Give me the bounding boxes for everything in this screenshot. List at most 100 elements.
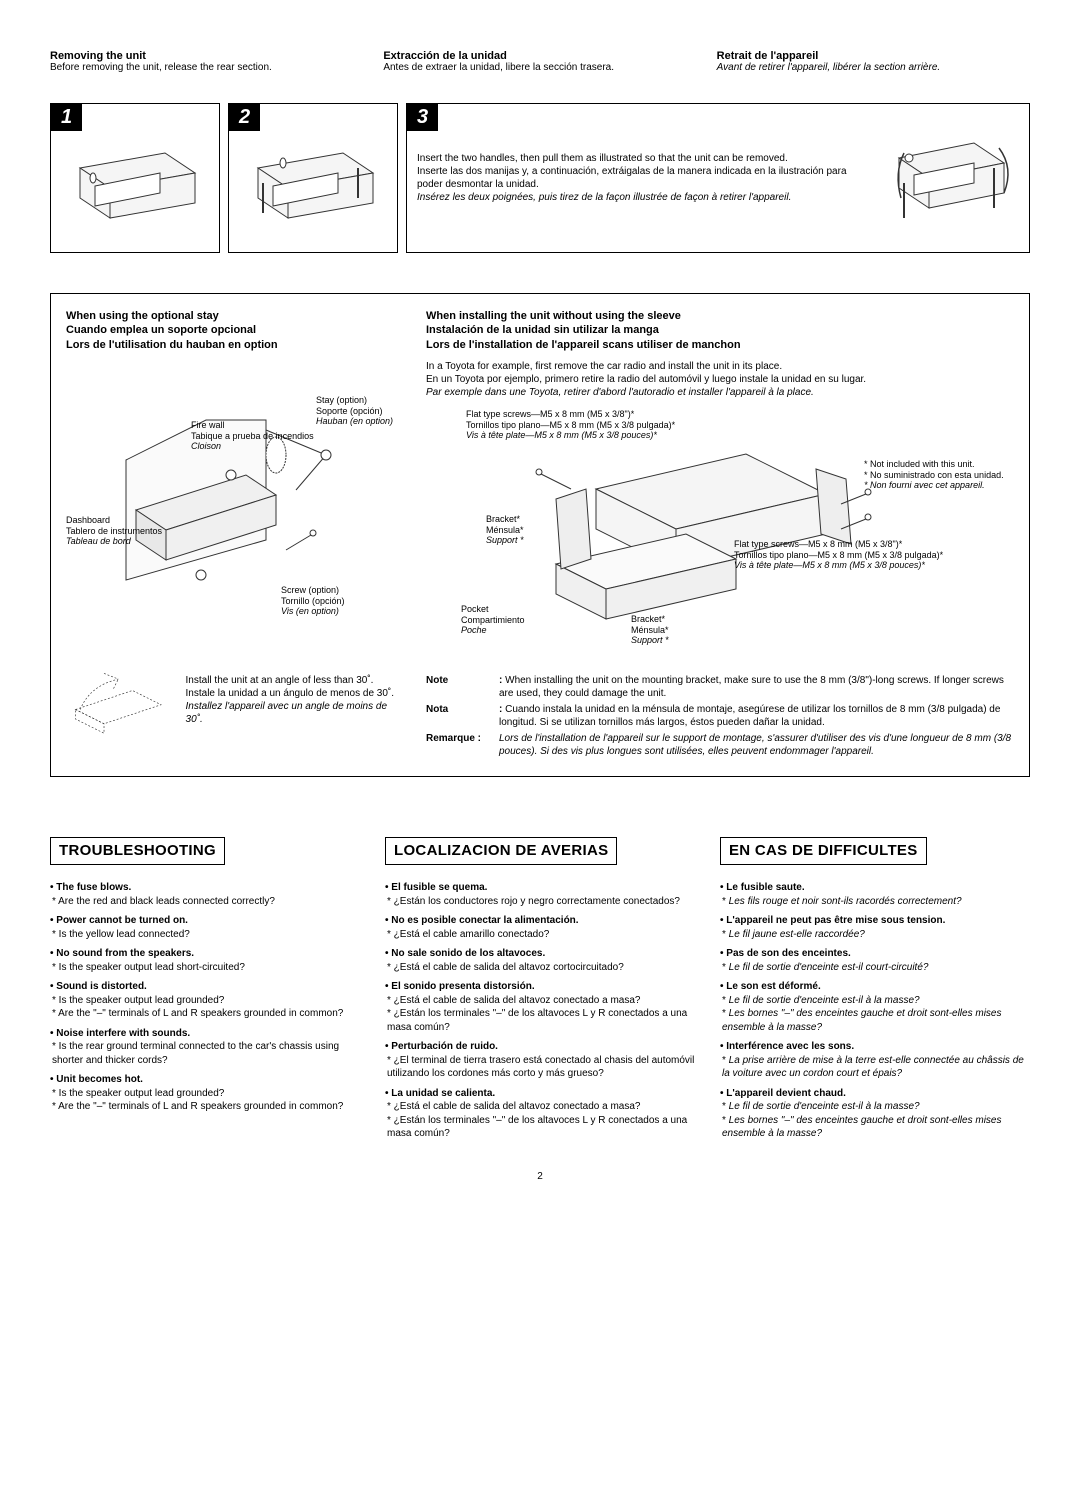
trouble-answer: Is the speaker output lead grounded? xyxy=(50,1087,360,1101)
step-2-num: 2 xyxy=(229,104,260,131)
flat-es1: Tornillos tipo plano—M5 x 8 mm (M5 x 3/8… xyxy=(466,420,675,430)
pocket-callout: Pocket Compartimiento Poche xyxy=(461,604,525,636)
trouble-answer: Le fil de sortie d'enceinte est-il à la … xyxy=(720,1100,1030,1114)
note-en: When installing the unit on the mounting… xyxy=(499,675,1004,699)
trouble-question: Perturbación de ruido. xyxy=(385,1040,695,1054)
angle-es: Instale la unidad a un ángulo de menos d… xyxy=(186,688,395,699)
ir-sub-es: En un Toyota por ejemplo, primero retire… xyxy=(426,374,866,385)
trouble-fr: EN CAS DE DIFFICULTES Le fusible saute.L… xyxy=(720,837,1030,1141)
ir-sub-en: In a Toyota for example, first remove th… xyxy=(426,361,782,372)
screw-fr: Vis (en option) xyxy=(281,606,339,616)
trouble-answer: Is the rear ground terminal connected to… xyxy=(50,1040,360,1067)
trouble-fr-list: Le fusible saute.Les fils rouge et noir … xyxy=(720,881,1030,1141)
trouble-answer: Are the "–" terminals of L and R speaker… xyxy=(50,1100,360,1114)
trouble-es-list: El fusible se quema.¿Están los conductor… xyxy=(385,881,695,1141)
flat-en1: Flat type screws—M5 x 8 mm (M5 x 3/8")* xyxy=(466,409,634,419)
trouble-question: Le son est déformé. xyxy=(720,980,1030,994)
trouble-question: No sound from the speakers. xyxy=(50,947,360,961)
trouble-es-title: LOCALIZACION DE AVERIAS xyxy=(385,837,617,865)
ir-t-fr: Lors de l'installation de l'appareil sca… xyxy=(426,338,1014,352)
trouble-es: LOCALIZACION DE AVERIAS El fusible se qu… xyxy=(385,837,695,1141)
header-es-title: Extracción de la unidad xyxy=(383,50,696,62)
note-en-text: : When installing the unit on the mounti… xyxy=(499,674,1014,700)
trouble-answer: Is the speaker output lead short-circuit… xyxy=(50,961,360,975)
trouble-answer: ¿Está el cable de salida del altavoz con… xyxy=(385,1100,695,1114)
header-en-sub: Before removing the unit, release the re… xyxy=(50,62,272,73)
trouble-question: Noise interfere with sounds. xyxy=(50,1027,360,1041)
trouble-answer: Les bornes "–" des enceintes gauche et d… xyxy=(720,1114,1030,1141)
screw-es: Tornillo (opción) xyxy=(281,596,345,606)
step-1-illustration xyxy=(65,128,205,228)
trouble-answer: Is the yellow lead connected? xyxy=(50,928,360,942)
step-3-illustration xyxy=(889,123,1019,233)
trouble-answer: Are the red and black leads connected co… xyxy=(50,895,360,909)
screw-callout: Screw (option) Tornillo (opción) Vis (en… xyxy=(281,585,345,617)
trouble-answer: La prise arrière de mise à la terre est-… xyxy=(720,1054,1030,1081)
trouble-question: Sound is distorted. xyxy=(50,980,360,994)
note-fr-text: Lors de l'installation de l'appareil sur… xyxy=(499,732,1014,758)
note-es-text: : Cuando instala la unidad en la ménsula… xyxy=(499,703,1014,729)
ir-t-en: When installing the unit without using t… xyxy=(426,309,1014,323)
troubleshooting-row: TROUBLESHOOTING The fuse blows.Are the r… xyxy=(50,837,1030,1141)
header-fr-sub: Avant de retirer l'appareil, libérer la … xyxy=(717,62,941,73)
trouble-question: No sale sonido de los altavoces. xyxy=(385,947,695,961)
flat-en2: Flat type screws—M5 x 8 mm (M5 x 3/8")* xyxy=(734,539,902,549)
nota-es-row: Nota : Cuando instala la unidad en la mé… xyxy=(426,703,1014,729)
remarque-lbl: Remarque : xyxy=(426,732,491,758)
install-left-title: When using the optional stay Cuando empl… xyxy=(66,309,396,352)
trouble-question: Power cannot be turned on. xyxy=(50,914,360,928)
step-3-num: 3 xyxy=(407,104,438,131)
trouble-en: TROUBLESHOOTING The fuse blows.Are the r… xyxy=(50,837,360,1141)
angle-text: Install the unit at an angle of less tha… xyxy=(186,674,396,726)
bracket-left-callout: Bracket* Ménsula* Support * xyxy=(486,514,524,546)
fire-en: Fire wall xyxy=(191,420,225,430)
install-box: When using the optional stay Cuando empl… xyxy=(50,293,1030,777)
trouble-question: No es posible conectar la alimentación. xyxy=(385,914,695,928)
header-en: Removing the unit Before removing the un… xyxy=(50,50,363,73)
flat-fr1: Vis à tête plate—M5 x 8 mm (M5 x 3/8 pou… xyxy=(466,430,657,440)
trouble-question: Le fusible saute. xyxy=(720,881,1030,895)
trouble-question: El fusible se quema. xyxy=(385,881,695,895)
page-number: 2 xyxy=(50,1171,1030,1182)
br-fr1: Support * xyxy=(486,535,524,545)
bracket-right-callout: Bracket* Ménsula* Support * xyxy=(631,614,669,646)
install-right-title: When installing the unit without using t… xyxy=(426,309,1014,352)
nota-lbl: Nota xyxy=(426,703,491,729)
trouble-question: Pas de son des enceintes. xyxy=(720,947,1030,961)
trouble-answer: ¿Está el cable de salida del altavoz con… xyxy=(385,994,695,1008)
trouble-question: La unidad se calienta. xyxy=(385,1087,695,1101)
header-fr: Retrait de l'appareil Avant de retirer l… xyxy=(717,50,1030,73)
header-es: Extracción de la unidad Antes de extraer… xyxy=(383,50,696,73)
trouble-en-list: The fuse blows.Are the red and black lea… xyxy=(50,881,360,1114)
br-es1: Ménsula* xyxy=(486,525,524,535)
trouble-question: L'appareil ne peut pas être mise sous te… xyxy=(720,914,1030,928)
firewall-callout: Fire wall Tabique a prueba de incendios … xyxy=(191,420,314,452)
trouble-answer: Le fil de sortie d'enceinte est-il court… xyxy=(720,961,1030,975)
br-en1: Bracket* xyxy=(486,514,520,524)
br-fr2: Support * xyxy=(631,635,669,645)
il-t-en: When using the optional stay xyxy=(66,309,396,323)
not-included-callout: * Not included with this unit. * No sumi… xyxy=(864,459,1014,491)
trouble-answer: ¿Está el cable de salida del altavoz cor… xyxy=(385,961,695,975)
trouble-answer: ¿El terminal de tierra trasero está cone… xyxy=(385,1054,695,1081)
step-1-num: 1 xyxy=(51,104,82,131)
not-fr: * Non fourni avec cet appareil. xyxy=(864,480,985,490)
trouble-en-title: TROUBLESHOOTING xyxy=(50,837,225,865)
dash-callout: Dashboard Tablero de instrumentos Tablea… xyxy=(66,515,162,547)
fire-es: Tabique a prueba de incendios xyxy=(191,431,314,441)
il-t-fr: Lors de l'utilisation du hauban en optio… xyxy=(66,338,396,352)
note-es: Cuando instala la unidad en la ménsula d… xyxy=(499,704,1000,728)
step-3-fr: Insérez les deux poignées, puis tirez de… xyxy=(417,192,791,203)
remarque-fr-row: Remarque : Lors de l'installation de l'a… xyxy=(426,732,1014,758)
install-left-diagram: Stay (option) Soporte (opción) Hauban (e… xyxy=(66,360,396,660)
header-es-sub: Antes de extraer la unidad, libere la se… xyxy=(383,62,614,73)
angle-en: Install the unit at an angle of less tha… xyxy=(186,675,374,686)
trouble-answer: ¿Están los terminales "–" de los altavoc… xyxy=(385,1114,695,1141)
dash-en: Dashboard xyxy=(66,515,110,525)
header-fr-title: Retrait de l'appareil xyxy=(717,50,1030,62)
trouble-question: Unit becomes hot. xyxy=(50,1073,360,1087)
trouble-question: L'appareil devient chaud. xyxy=(720,1087,1030,1101)
install-right-diagram: Flat type screws—M5 x 8 mm (M5 x 3/8")* … xyxy=(426,409,1014,659)
fire-fr: Cloison xyxy=(191,441,221,451)
angle-row: Install the unit at an angle of less tha… xyxy=(66,660,396,740)
